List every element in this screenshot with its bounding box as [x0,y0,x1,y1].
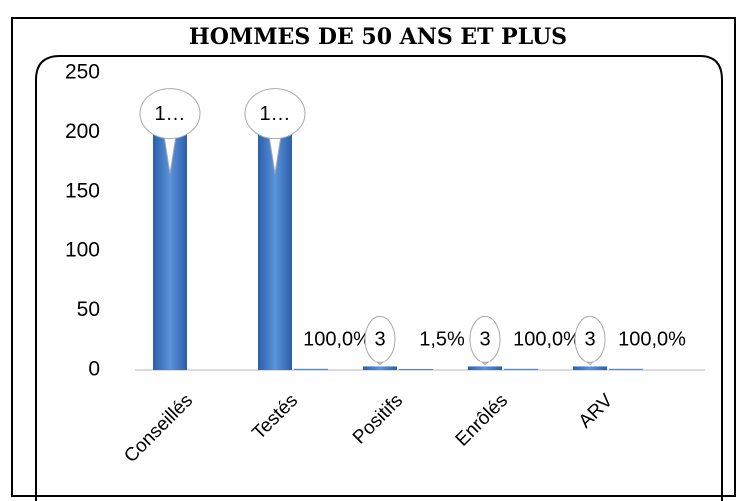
data-label: 3 [374,329,385,351]
bar [363,366,397,370]
callout [244,88,306,140]
x-tick-label: Positifs [349,390,407,448]
callout [364,315,396,363]
outer-frame [11,17,736,497]
bar [468,366,502,370]
callout [139,88,201,140]
callout-patch [165,132,175,138]
data-label: 1… [154,103,185,125]
data-label: 100,0% [618,328,686,350]
y-tick-label: 100 [65,239,100,262]
callout-patch [480,356,490,362]
data-label: 3 [584,329,595,351]
y-tick-label: 250 [65,61,100,84]
x-tick-label: ARV [575,390,617,432]
data-label: 1… [259,103,290,125]
x-tick-label: Testés [248,390,302,444]
bar [399,368,433,370]
bar [294,368,328,370]
data-label: 1,5% [419,328,465,350]
x-tick-label: Enrôlés [452,390,512,450]
callout [268,135,282,174]
y-tick-label: 200 [65,120,100,143]
callout [163,135,177,174]
callout [469,315,501,363]
y-tick-label: 50 [77,298,100,321]
y-tick-label: 150 [65,179,100,202]
data-label: 3 [479,329,490,351]
bar [504,368,538,370]
data-label: 100,0% [303,328,371,350]
chart-title: HOMMES DE 50 ANS ET PLUS [189,24,567,50]
callout [574,315,606,363]
inner-frame [35,55,723,501]
x-tick-label: Conseillés [120,390,197,467]
bar [609,368,643,370]
y-tick-label: 0 [88,358,100,381]
callout-patch [270,132,280,138]
callout-patch [585,356,595,362]
bar [573,366,607,370]
data-label: 100,0% [513,328,581,350]
callout-patch [375,356,385,362]
